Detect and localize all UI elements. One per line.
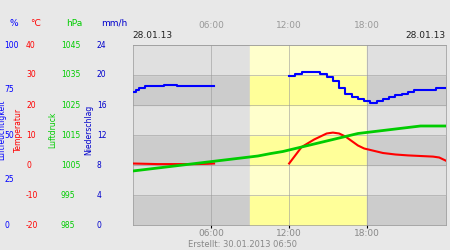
- Text: 18:00: 18:00: [354, 21, 380, 30]
- Text: 1005: 1005: [61, 160, 80, 170]
- Text: Luftfeuchtigkeit: Luftfeuchtigkeit: [0, 100, 6, 160]
- Text: hPa: hPa: [66, 18, 82, 28]
- Text: 20: 20: [26, 100, 36, 110]
- Text: 50: 50: [4, 130, 14, 140]
- Text: 06:00: 06:00: [198, 21, 224, 30]
- Text: 8: 8: [97, 160, 102, 170]
- Text: 1025: 1025: [61, 100, 80, 110]
- Text: 10: 10: [26, 130, 36, 140]
- Text: 1045: 1045: [61, 40, 80, 50]
- Text: 20: 20: [97, 70, 106, 80]
- Text: 25: 25: [4, 176, 14, 184]
- Text: Temperatur: Temperatur: [14, 108, 22, 152]
- Text: mm/h: mm/h: [101, 18, 127, 28]
- Text: 28.01.13: 28.01.13: [133, 31, 173, 40]
- Text: Niederschlag: Niederschlag: [85, 105, 94, 155]
- Text: °C: °C: [30, 18, 40, 28]
- Text: 12: 12: [97, 130, 106, 140]
- Text: 1035: 1035: [61, 70, 80, 80]
- Text: Erstellt: 30.01.2013 06:50: Erstellt: 30.01.2013 06:50: [188, 240, 297, 249]
- Text: 0: 0: [26, 160, 31, 170]
- Text: 12:00: 12:00: [276, 21, 302, 30]
- Text: 40: 40: [26, 40, 36, 50]
- Text: 100: 100: [4, 40, 19, 50]
- Text: 75: 75: [4, 86, 14, 94]
- Text: 30: 30: [26, 70, 36, 80]
- Text: 28.01.13: 28.01.13: [405, 31, 446, 40]
- Text: 0: 0: [97, 220, 102, 230]
- Text: 16: 16: [97, 100, 106, 110]
- Text: 4: 4: [97, 190, 102, 200]
- Text: -10: -10: [26, 190, 39, 200]
- Text: 0: 0: [4, 220, 9, 230]
- Text: %: %: [9, 18, 18, 28]
- Text: 24: 24: [97, 40, 106, 50]
- Text: 995: 995: [61, 190, 76, 200]
- Text: 985: 985: [61, 220, 75, 230]
- Text: Luftdruck: Luftdruck: [49, 112, 58, 148]
- Text: -20: -20: [26, 220, 39, 230]
- Text: 1015: 1015: [61, 130, 80, 140]
